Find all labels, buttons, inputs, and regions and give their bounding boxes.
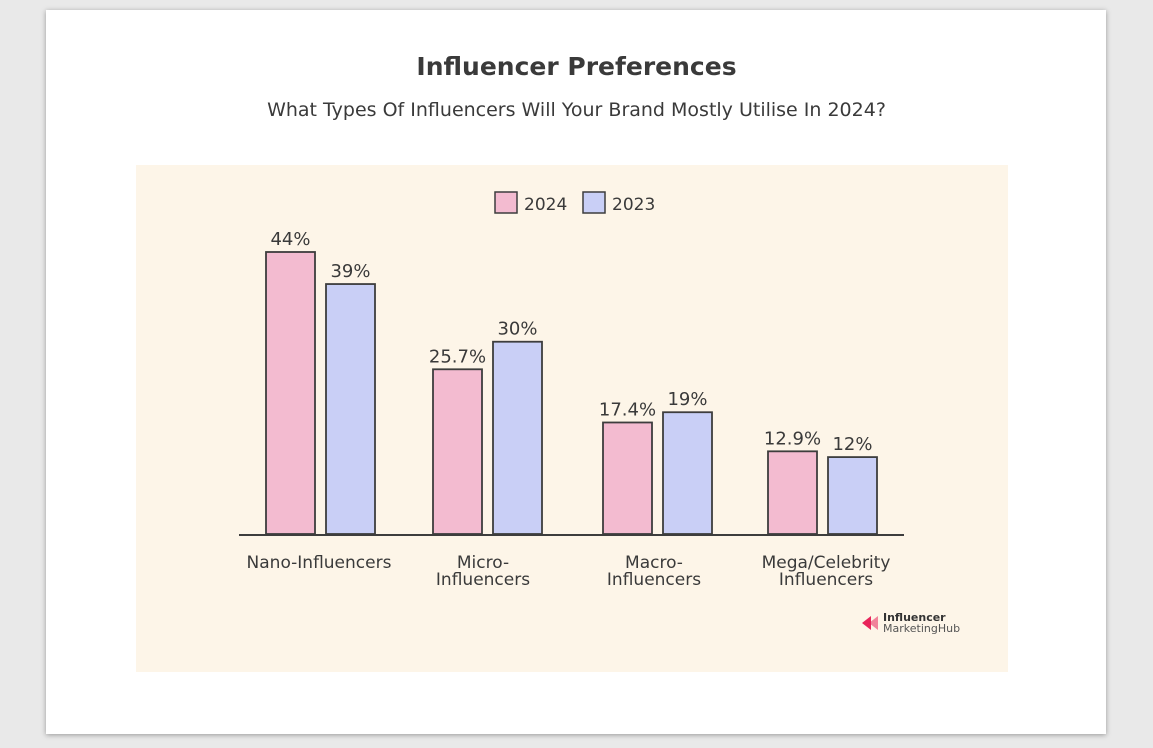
bar-2023-1 — [492, 340, 543, 535]
bar-2023-0 — [325, 283, 376, 535]
legend-swatch-2024 — [494, 191, 518, 214]
data-label-2024-1: 25.7% — [429, 346, 486, 367]
bar-2023-3 — [827, 456, 878, 535]
category-label-3-1: Influencers — [779, 570, 873, 590]
category-label-1-0: Micro- — [457, 553, 509, 573]
category-label-2-1: Influencers — [607, 570, 701, 590]
brand-logo-icon — [862, 616, 878, 630]
brand-logo-line1: Influencer — [883, 611, 946, 624]
data-label-2024-0: 44% — [270, 229, 310, 250]
data-label-2024-2: 17.4% — [599, 399, 656, 420]
bar-chart: 2024 2023 44% 25.7% 17.4% 12.9% 39% 30% 19% 12% Na… — [136, 165, 1008, 672]
bar-2024-0 — [265, 251, 316, 535]
bar-2024-2 — [602, 421, 653, 535]
bar-2024-1 — [432, 368, 483, 535]
brand-logo-shape-accent — [869, 616, 878, 630]
data-label-2023-2: 19% — [667, 389, 707, 410]
category-label-3-0: Mega/Celebrity — [762, 553, 891, 573]
brand-logo: Influencer MarketingHub — [860, 612, 960, 634]
data-label-2023-0: 39% — [330, 261, 370, 282]
bar-2024-3 — [767, 450, 818, 535]
legend-swatch-2023 — [582, 191, 606, 214]
legend-label-2023: 2023 — [612, 195, 655, 215]
chart-subtitle: What Types Of Influencers Will Your Bran… — [267, 99, 886, 121]
chart-title: Influencer Preferences — [416, 52, 737, 81]
data-label-2023-1: 30% — [497, 319, 537, 340]
category-label-2-0: Macro- — [625, 553, 683, 573]
data-label-2023-3: 12% — [832, 434, 872, 455]
data-label-2024-3: 12.9% — [764, 428, 821, 449]
bar-2023-2 — [662, 411, 713, 535]
legend-label-2024: 2024 — [524, 195, 567, 215]
brand-logo-line2: MarketingHub — [883, 622, 961, 635]
brand-logo-shape — [862, 616, 871, 630]
category-label-0-0: Nano-Influencers — [247, 553, 392, 573]
brand-logo-text: Influencer MarketingHub — [883, 612, 960, 634]
category-label-1-1: Influencers — [436, 570, 530, 590]
